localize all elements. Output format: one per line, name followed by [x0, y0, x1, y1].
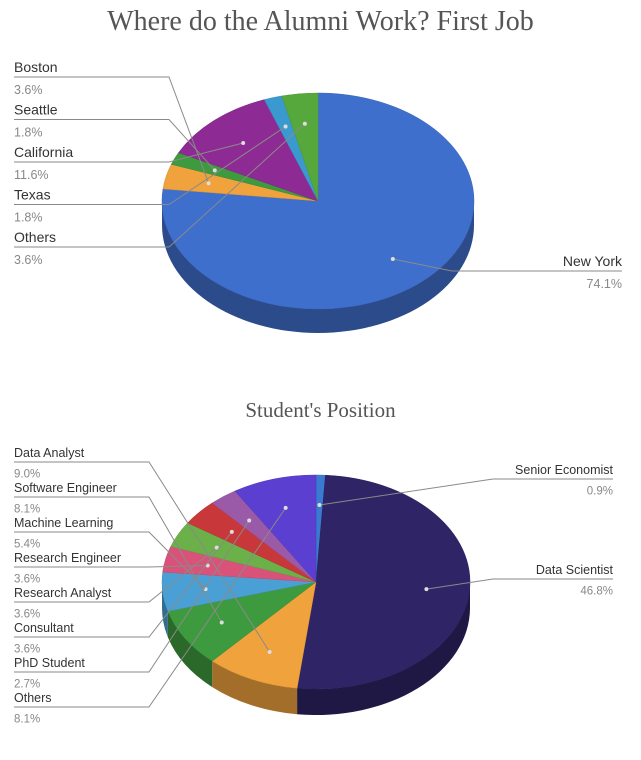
leader-line-machine-learning: [14, 531, 206, 590]
leader-line-phd-student: [14, 520, 250, 673]
leader-dot-data-analyst: [267, 649, 272, 654]
slice-label-research-engineer: Research Engineer: [14, 551, 121, 565]
slice-label-data-analyst: Data Analyst: [14, 446, 85, 460]
slice-pct-others: 3.6%: [14, 253, 43, 267]
slice-pct-consultant: 3.6%: [14, 644, 40, 656]
leader-line-research-analyst: [14, 547, 218, 603]
pie-slice-california: [178, 99, 319, 202]
pie-slice-data-scientist: [296, 474, 471, 690]
pie-side-new-york: [162, 201, 474, 333]
slice-pct-software-engineer: 8.1%: [14, 504, 40, 516]
leader-dot-phd-student: [247, 518, 252, 523]
leader-line-consultant: [14, 531, 233, 638]
leader-dot-others: [283, 505, 288, 510]
slice-label-texas: Texas: [14, 187, 51, 203]
leader-dot-new-york: [390, 256, 395, 261]
slice-label-data-scientist: Data Scientist: [536, 563, 614, 577]
slice-pct-seattle: 1.8%: [14, 126, 43, 140]
slice-pct-texas: 1.8%: [14, 211, 43, 225]
slice-pct-machine-learning: 5.4%: [14, 539, 40, 551]
slice-label-seattle: Seattle: [14, 102, 58, 118]
leader-dot-research-analyst: [214, 545, 219, 550]
slice-pct-phd-student: 2.7%: [14, 679, 40, 691]
slice-label-others: Others: [14, 229, 56, 245]
slice-pct-research-engineer: 3.6%: [14, 574, 40, 586]
chart-title-student-position: Student's Position: [245, 398, 396, 422]
leader-dot-california: [241, 141, 246, 146]
slice-label-california: California: [14, 144, 73, 160]
leader-line-texas: [14, 126, 286, 205]
leader-dot-senior-economist: [317, 502, 322, 507]
leader-line-others: [14, 507, 287, 708]
leader-line-others: [14, 123, 306, 248]
leader-line-data-analyst: [14, 461, 271, 653]
slice-pct-california: 11.6%: [14, 168, 49, 182]
slice-label-new-york: New York: [563, 253, 623, 269]
slice-label-consultant: Consultant: [14, 621, 74, 635]
slice-pct-research-analyst: 3.6%: [14, 609, 40, 621]
leader-line-data-scientist: [426, 578, 613, 590]
leader-line-research-engineer: [14, 565, 208, 568]
leader-dot-others: [302, 121, 307, 126]
chart-title-first-job: Where do the Alumni Work? First Job: [107, 6, 534, 37]
leader-dot-consultant: [229, 529, 234, 534]
pie-side-software-engineer: [167, 611, 213, 688]
leader-dot-texas: [283, 124, 288, 129]
pie-side-data-analyst: [212, 661, 298, 715]
pie-side-machine-learning: [162, 582, 168, 638]
leader-dot-data-scientist: [424, 587, 429, 592]
pie-side-data-scientist: [297, 582, 470, 715]
pie-slice-others: [281, 92, 319, 202]
slice-pct-others: 8.1%: [14, 714, 40, 726]
leader-line-new-york: [392, 258, 622, 272]
slice-label-software-engineer: Software Engineer: [14, 481, 117, 495]
slice-label-machine-learning: Machine Learning: [14, 516, 113, 530]
pie-slice-data-analyst: [211, 581, 317, 689]
leader-line-boston: [14, 76, 210, 184]
slice-pct-data-scientist: 46.8%: [580, 586, 613, 598]
slice-label-research-analyst: Research Analyst: [14, 586, 112, 600]
leader-line-seattle: [14, 119, 216, 171]
leader-dot-boston: [206, 181, 211, 186]
slice-label-phd-student: PhD Student: [14, 656, 85, 670]
leader-line-california: [14, 142, 244, 163]
leader-dot-software-engineer: [219, 620, 224, 625]
pie-chart-first-job: New York 74.1% Boston 3.6% Seattle 1.8% Califo…: [14, 59, 623, 333]
slice-pct-new-york: 74.1%: [587, 277, 622, 291]
slice-label-others: Others: [14, 691, 52, 705]
slice-pct-senior-economist: 0.9%: [587, 486, 613, 498]
leader-dot-seattle: [212, 168, 217, 173]
pie-chart-position: Senior Economist 0.9% Data Scientist 46.8% D…: [14, 446, 614, 726]
slice-pct-boston: 3.6%: [14, 83, 43, 97]
slice-label-boston: Boston: [14, 59, 58, 75]
slice-label-senior-economist: Senior Economist: [515, 463, 613, 477]
leader-line-senior-economist: [319, 478, 613, 506]
pie-slice-others: [234, 474, 317, 583]
slice-pct-data-analyst: 9.0%: [14, 469, 40, 481]
